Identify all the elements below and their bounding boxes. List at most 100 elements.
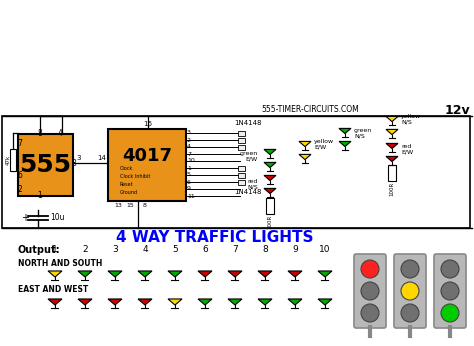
Polygon shape [108,299,122,305]
Polygon shape [264,149,276,155]
Polygon shape [339,142,351,147]
FancyBboxPatch shape [394,254,426,328]
Text: 12v: 12v [444,103,470,117]
Polygon shape [258,299,272,305]
Bar [108,129,186,201]
Polygon shape [78,299,92,305]
Polygon shape [264,162,276,167]
Polygon shape [299,154,311,160]
Text: 2: 2 [82,246,88,255]
Circle shape [441,282,459,300]
Polygon shape [228,299,242,305]
Polygon shape [48,271,62,277]
Text: +: + [21,213,29,223]
Text: red
N/S: red N/S [247,179,258,189]
Text: 3: 3 [76,155,81,161]
Text: 3: 3 [72,158,76,167]
Polygon shape [198,271,212,277]
Text: 9: 9 [187,186,191,191]
Text: Ground: Ground [120,190,138,194]
Polygon shape [386,116,398,121]
Text: 3: 3 [112,246,118,255]
Text: 7: 7 [187,152,191,156]
Text: 1: 1 [187,165,191,171]
Text: 13: 13 [114,203,122,208]
Text: 14: 14 [97,155,106,161]
Text: 4 WAY TRAFFIC LIGHTS: 4 WAY TRAFFIC LIGHTS [116,230,314,246]
Bar [266,198,274,214]
Polygon shape [264,175,276,181]
Bar [238,180,245,184]
Bar [238,145,245,149]
Polygon shape [318,299,332,305]
Polygon shape [386,129,398,135]
Polygon shape [48,299,62,305]
Circle shape [361,304,379,322]
Text: 5: 5 [172,246,178,255]
Circle shape [361,282,379,300]
Bar [238,165,245,171]
Text: Output:: Output: [18,245,61,255]
Text: 1N4148: 1N4148 [234,189,262,195]
Polygon shape [299,142,311,147]
Polygon shape [168,299,182,305]
Bar [238,173,245,177]
Text: 8: 8 [262,246,268,255]
Polygon shape [264,189,276,194]
Text: 6: 6 [187,180,191,184]
Text: 6: 6 [202,246,208,255]
Polygon shape [78,271,92,277]
FancyBboxPatch shape [354,254,386,328]
Bar [18,134,73,196]
Bar [2,116,470,228]
Text: 4: 4 [142,246,148,255]
Text: 7: 7 [18,138,22,147]
Polygon shape [198,299,212,305]
Text: 10: 10 [319,246,331,255]
Text: 11: 11 [187,193,195,199]
Text: 47k: 47k [6,155,10,165]
Bar [238,137,245,143]
Text: 4: 4 [57,128,63,137]
Text: 1: 1 [52,246,58,255]
Text: Reset: Reset [120,182,134,186]
Text: 4017: 4017 [122,147,172,165]
Bar [238,130,245,136]
Text: 8: 8 [143,203,147,208]
Circle shape [441,304,459,322]
Polygon shape [138,271,152,277]
Text: 100R: 100R [390,182,394,196]
Text: 10u: 10u [50,213,64,222]
Text: 16: 16 [144,121,153,127]
Text: 15: 15 [126,203,134,208]
Circle shape [401,304,419,322]
Polygon shape [386,156,398,162]
Bar [10,149,16,171]
Polygon shape [386,143,398,148]
Text: 10: 10 [187,158,195,164]
Text: 555: 555 [19,153,71,177]
Circle shape [401,282,419,300]
Polygon shape [288,271,302,277]
Text: green
N/S: green N/S [354,128,372,138]
Text: yellow
E/W: yellow E/W [314,139,334,149]
Bar [388,165,396,181]
Text: 1N4148: 1N4148 [234,120,262,126]
Polygon shape [108,271,122,277]
Text: 7: 7 [232,246,238,255]
Circle shape [441,260,459,278]
Polygon shape [318,271,332,277]
Text: Clock: Clock [120,165,133,171]
Polygon shape [138,299,152,305]
Text: 9: 9 [292,246,298,255]
Text: NORTH AND SOUTH: NORTH AND SOUTH [18,258,102,267]
Polygon shape [228,271,242,277]
Text: green
E/W: green E/W [240,151,258,161]
Text: 6: 6 [18,172,22,181]
Circle shape [401,260,419,278]
Polygon shape [168,271,182,277]
Text: 4: 4 [187,145,191,149]
Polygon shape [339,128,351,134]
Polygon shape [258,271,272,277]
Text: 5: 5 [187,173,191,177]
